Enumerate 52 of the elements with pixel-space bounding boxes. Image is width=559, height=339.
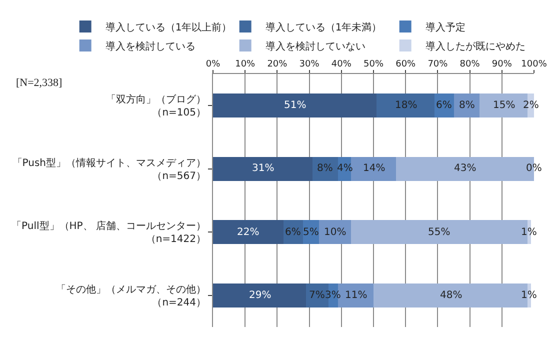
- data-label: 2%: [523, 100, 539, 111]
- x-tick-label: 70%: [428, 59, 448, 70]
- data-label: 5%: [303, 227, 319, 238]
- y-tick-label: 「Pull型」（HP、 店舗、コールセンター）（n=1422）: [12, 220, 206, 246]
- data-label: 14%: [363, 163, 386, 174]
- legend-label: 導入予定: [425, 21, 466, 34]
- data-label: 43%: [454, 163, 476, 174]
- bar: [351, 156, 396, 181]
- data-label: 1%: [521, 290, 537, 301]
- x-tick-label: 0%: [206, 59, 221, 70]
- text: [N=2,338]: [16, 77, 62, 89]
- x-tick-label: 90%: [492, 59, 512, 70]
- data-label: 31%: [252, 163, 274, 174]
- x-tick-label: 50%: [363, 59, 384, 70]
- data-label: 8%: [459, 100, 475, 111]
- data-label: 4%: [337, 163, 353, 174]
- bar: [213, 156, 313, 181]
- data-label: 22%: [237, 227, 260, 238]
- data-label: 29%: [249, 290, 272, 301]
- legend-label: 導入したが既にやめた: [425, 40, 526, 52]
- x-tick-label: 30%: [299, 59, 320, 70]
- data-label: 10%: [324, 227, 346, 238]
- x-tick-label: 20%: [267, 59, 288, 70]
- data-label: 6%: [436, 100, 452, 111]
- data-label: 8%: [317, 163, 333, 174]
- bar: [213, 94, 377, 118]
- y-tick-label: 「双方向」（ブログ）（n=105）: [106, 94, 206, 119]
- x-tick-label: 40%: [331, 59, 352, 70]
- y-tick-label: 「Push型」（情報サイト、マスメディア）（n=567）: [12, 156, 206, 182]
- data-label: 48%: [440, 290, 462, 301]
- x-tick-label: 100%: [521, 59, 548, 70]
- data-label: 7%: [309, 290, 325, 301]
- data-label: 1%: [521, 227, 537, 238]
- x-tick-label: 80%: [460, 59, 480, 70]
- x-tick-label: 60%: [396, 59, 416, 70]
- x-tick-label: 10%: [235, 59, 256, 70]
- bar: [213, 220, 284, 244]
- legend-label: 導入している（1年以上前）: [105, 21, 232, 34]
- data-label: 3%: [325, 290, 341, 301]
- data-label: 15%: [493, 100, 516, 111]
- data-label: 11%: [345, 290, 368, 301]
- legend-label: 導入を検討している: [105, 40, 196, 52]
- bar: [213, 283, 306, 308]
- data-label: 18%: [395, 100, 418, 111]
- data-label: 0%: [526, 163, 542, 174]
- data-label: 51%: [284, 100, 306, 111]
- data-label: 55%: [428, 227, 450, 238]
- legend-label: 導入を検討していない: [265, 40, 366, 52]
- y-tick-label: 「その他」（メルマガ、その他）（n=244）: [56, 283, 206, 308]
- bar: [376, 94, 434, 118]
- data-label: 6%: [285, 227, 301, 238]
- legend-label: 導入している（1年未満）: [265, 21, 382, 34]
